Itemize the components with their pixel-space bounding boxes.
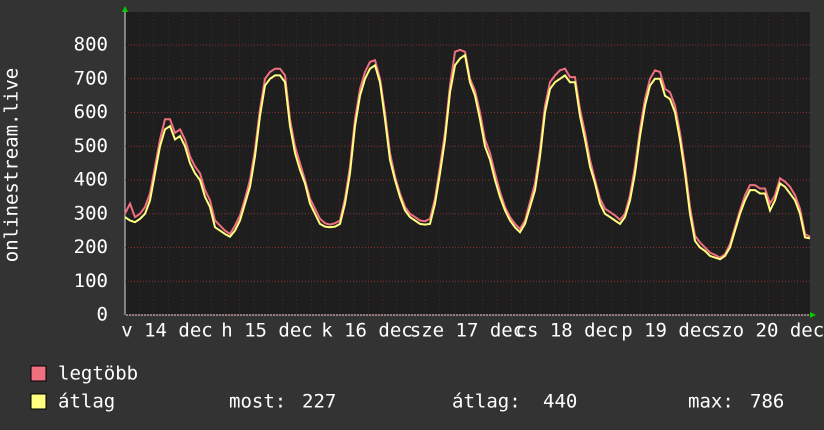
y-tick-label: 500 <box>74 135 108 157</box>
x-tick-label: sze 17 dec <box>410 320 524 342</box>
stat-label: átlag: <box>452 391 521 413</box>
y-tick-label: 300 <box>74 202 108 224</box>
axis-arrow <box>122 6 128 12</box>
legend-label: átlag <box>58 391 115 413</box>
minor-grid <box>125 12 810 315</box>
stat-value: 227 <box>302 391 336 413</box>
x-tick-label: cs 18 dec <box>516 320 619 342</box>
legend-swatch <box>30 393 47 410</box>
y-axis-label: onlinestream.live <box>1 68 23 262</box>
y-tick-label: 200 <box>74 236 108 258</box>
x-tick-label: h 15 dec <box>221 320 313 342</box>
x-tick-label: szo 20 dec <box>710 320 824 342</box>
legend-swatch <box>30 365 47 382</box>
stat-label: max: <box>688 391 734 413</box>
y-tick-label: 400 <box>74 169 108 191</box>
y-tick-label: 800 <box>74 34 108 56</box>
x-tick-label: p 19 dec <box>621 320 713 342</box>
series-line <box>124 53 811 261</box>
y-tick-label: 600 <box>74 101 108 123</box>
legend-label: legtöbb <box>58 363 138 385</box>
y-tick-label: 100 <box>74 270 108 292</box>
y-tick-label: 0 <box>97 304 108 326</box>
stat-label: most: <box>229 391 286 413</box>
axis-arrow <box>810 312 816 318</box>
x-tick-label: k 16 dec <box>321 320 413 342</box>
y-tick-label: 700 <box>74 67 108 89</box>
x-tick-label: v 14 dec <box>121 320 213 342</box>
stat-value: 786 <box>750 391 784 413</box>
stat-value: 440 <box>543 391 577 413</box>
